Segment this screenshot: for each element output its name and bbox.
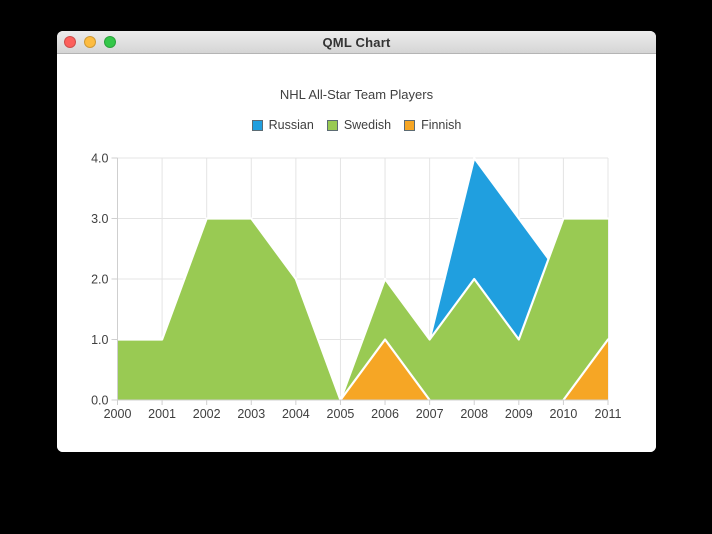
axes	[111, 157, 609, 405]
svg-text:2001: 2001	[148, 407, 176, 421]
legend-marker-swedish-icon	[326, 119, 338, 131]
svg-text:2010: 2010	[550, 407, 578, 421]
legend-label-finnish: Finnish	[421, 118, 462, 132]
svg-text:2011: 2011	[595, 407, 622, 421]
x-axis-labels: 2000 2001 2002 2003 2004 2005 2006 2007 2008 2009…	[104, 407, 622, 421]
chart-plot: 2000 2001 2002 2003 2004 2005 2006 2007 2008 2009…	[91, 152, 622, 422]
svg-text:2007: 2007	[416, 407, 444, 421]
svg-text:4.0: 4.0	[91, 152, 108, 166]
svg-text:2005: 2005	[327, 407, 355, 421]
zoom-button[interactable]	[104, 36, 116, 48]
svg-text:0.0: 0.0	[91, 394, 108, 408]
legend-item-swedish[interactable]: Swedish	[326, 118, 392, 132]
legend-marker-finnish-icon	[404, 119, 416, 131]
svg-text:2002: 2002	[193, 407, 221, 421]
legend-item-russian[interactable]: Russian	[251, 118, 314, 132]
svg-text:2008: 2008	[460, 407, 488, 421]
y-axis-labels: 4.0 3.0 2.0 1.0 0.0	[91, 152, 108, 408]
app-window: QML Chart NHL All-Star Team Players Russ…	[57, 31, 656, 452]
legend-label-swedish: Swedish	[343, 118, 392, 132]
area-series-swedish	[116, 217, 610, 402]
svg-text:2.0: 2.0	[91, 273, 108, 287]
chart-legend: Russian Swedish Finnish	[57, 118, 656, 132]
svg-text:2000: 2000	[104, 407, 132, 421]
legend-marker-russian-icon	[251, 119, 263, 131]
minimize-button[interactable]	[84, 36, 96, 48]
svg-text:3.0: 3.0	[91, 212, 108, 226]
svg-text:2006: 2006	[371, 407, 399, 421]
svg-text:2003: 2003	[237, 407, 265, 421]
area-series-finnish	[117, 338, 610, 402]
svg-text:2009: 2009	[505, 407, 533, 421]
window-title: QML Chart	[322, 34, 391, 50]
chart-view: NHL All-Star Team Players Russian Swedis…	[57, 54, 656, 452]
window-titlebar[interactable]: QML Chart	[57, 31, 656, 54]
chart-title: NHL All-Star Team Players	[279, 87, 434, 102]
close-button[interactable]	[64, 36, 76, 48]
svg-text:1.0: 1.0	[91, 333, 108, 347]
legend-item-finnish[interactable]: Finnish	[404, 118, 461, 132]
traffic-light-buttons	[64, 31, 116, 53]
legend-label-russian: Russian	[268, 118, 314, 132]
svg-text:2004: 2004	[282, 407, 310, 421]
